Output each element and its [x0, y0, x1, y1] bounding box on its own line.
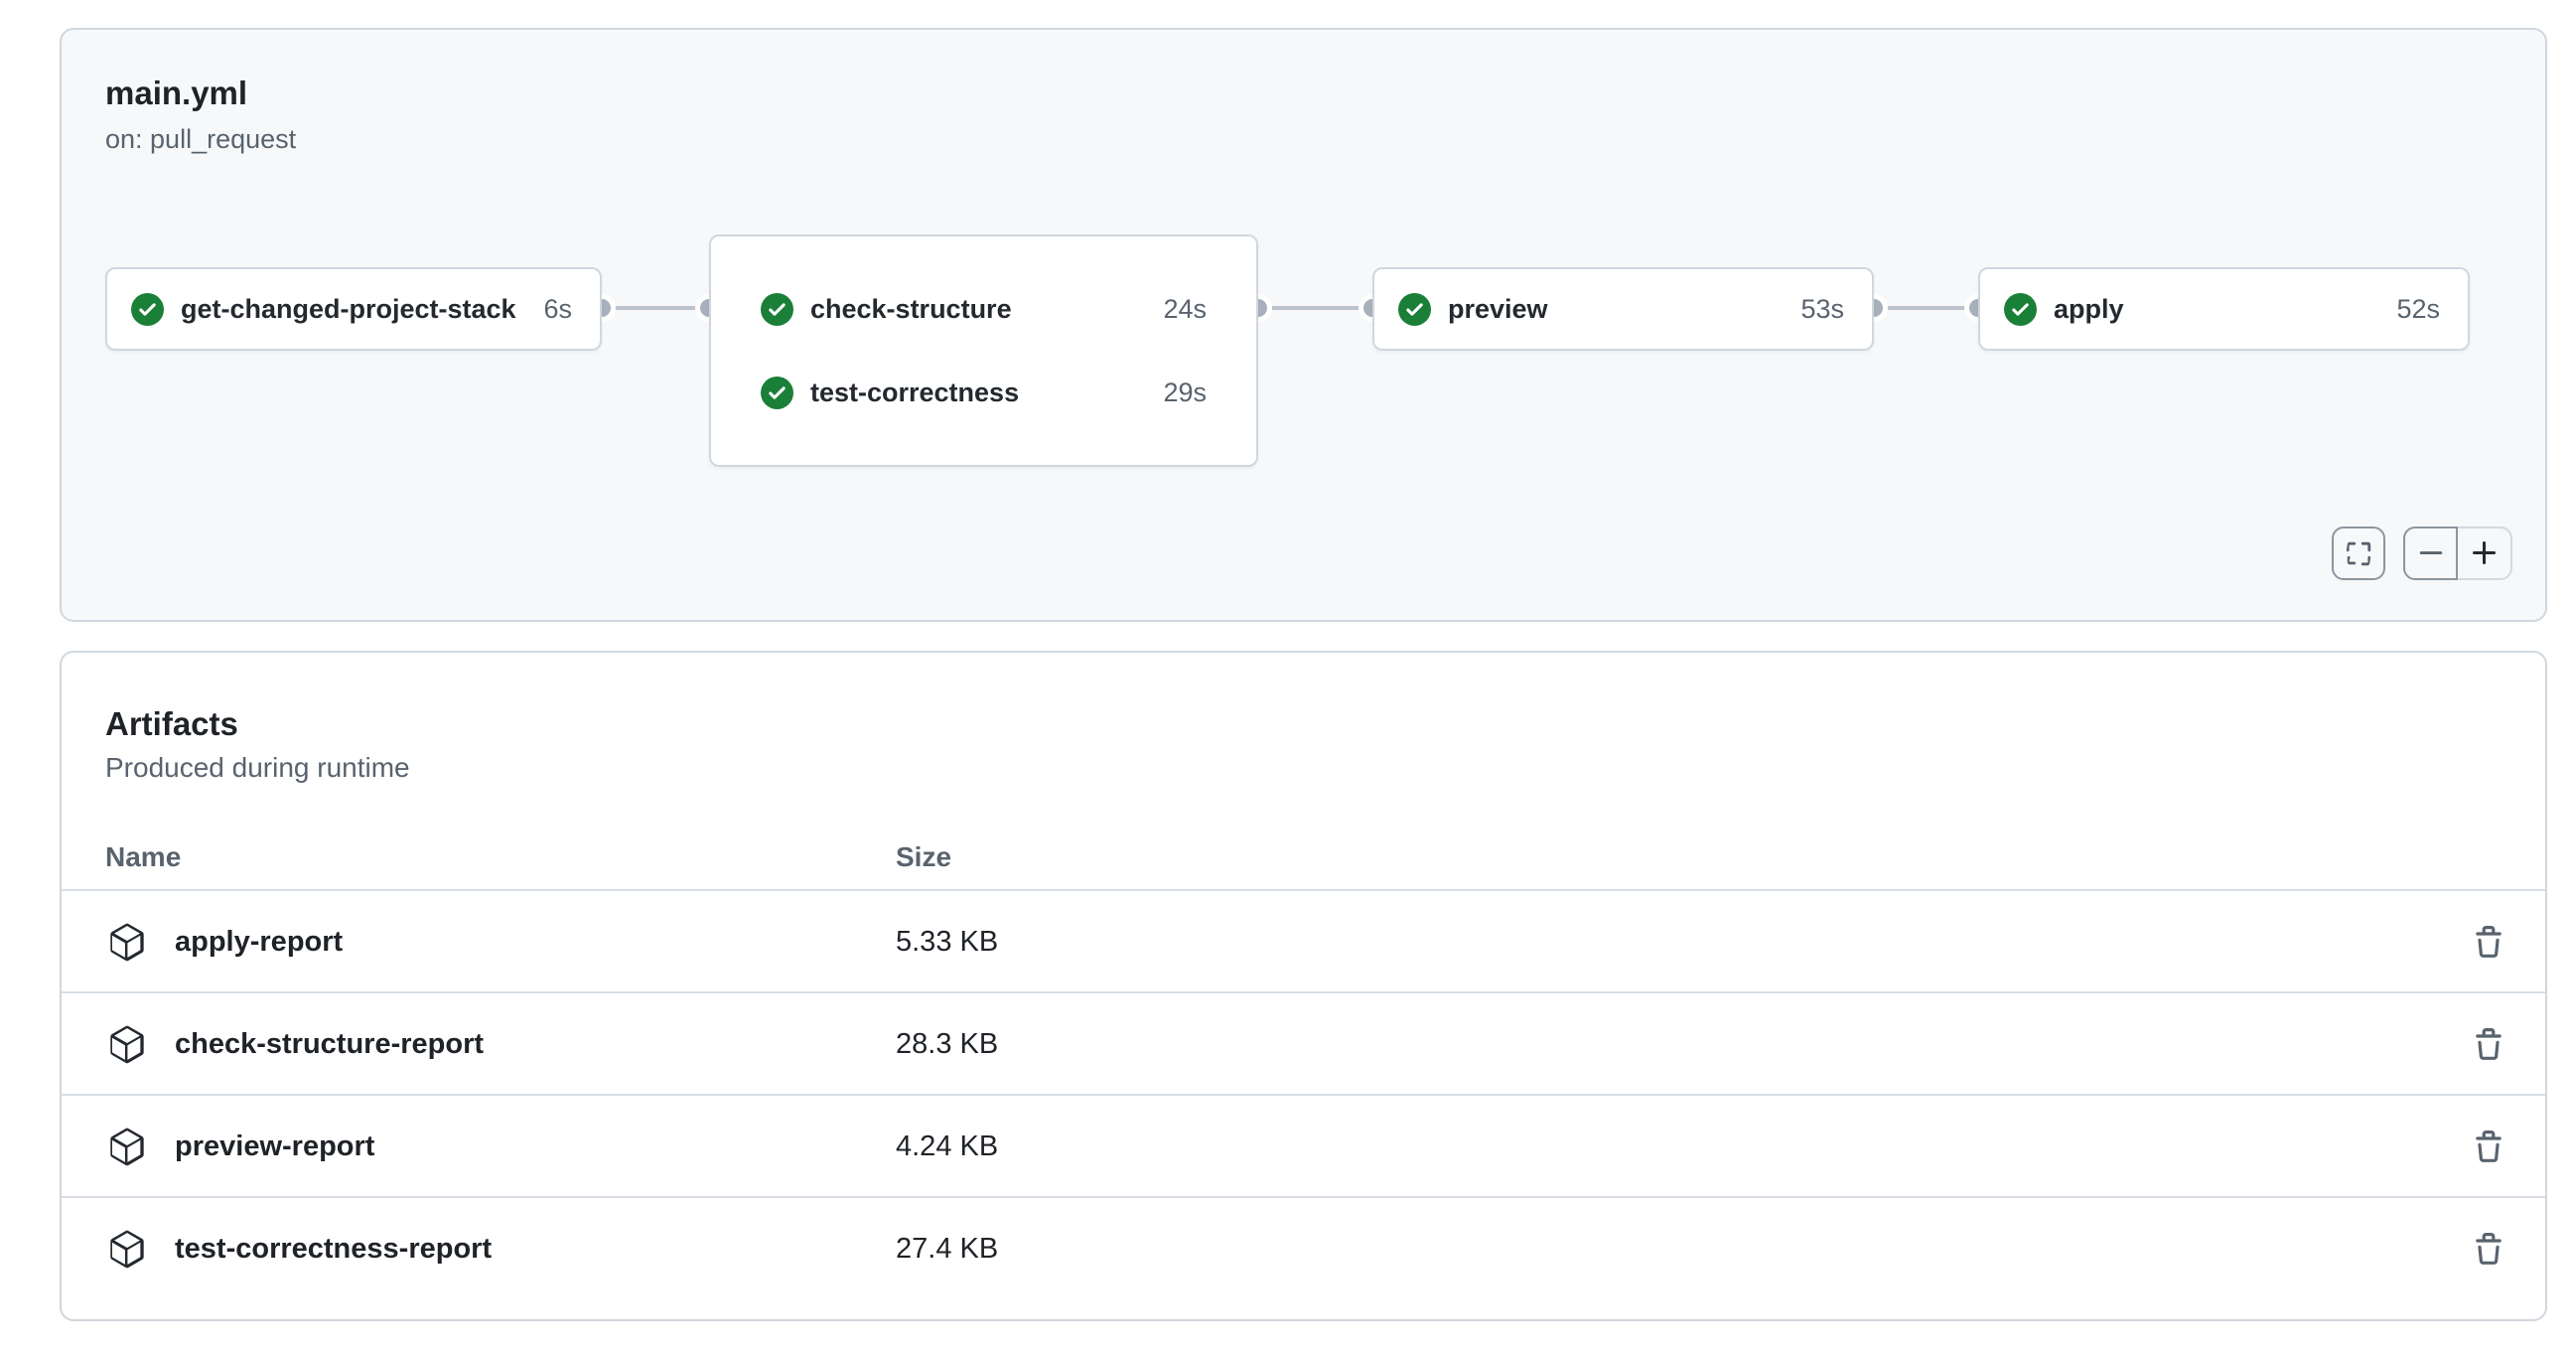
artifact-download-link[interactable]: apply-report — [107, 891, 343, 993]
trash-icon — [2472, 1130, 2505, 1164]
artifacts-subtitle: Produced during runtime — [105, 752, 410, 783]
job-name: preview — [1448, 293, 1548, 324]
artifact-row: test-correctness-report 27.4 KB — [62, 1198, 2545, 1300]
artifact-size: 27.4 KB — [896, 1233, 999, 1265]
artifact-download-link[interactable]: check-structure-report — [107, 993, 484, 1096]
artifact-size: 28.3 KB — [896, 1028, 999, 1060]
artifact-name: test-correctness-report — [175, 1233, 493, 1265]
job-duration: 53s — [1800, 293, 1844, 324]
workflow-trigger: on: pull_request — [105, 124, 297, 154]
graph-edge — [602, 306, 711, 310]
success-check-icon — [761, 293, 793, 326]
artifact-name: preview-report — [175, 1130, 375, 1162]
job-node-test-correctness[interactable]: test-correctness 29s — [711, 351, 1256, 434]
delete-artifact-button[interactable] — [2472, 1028, 2505, 1062]
success-check-icon — [131, 293, 164, 326]
artifact-name: check-structure-report — [175, 1028, 485, 1060]
plus-icon — [2469, 537, 2501, 569]
package-icon — [107, 923, 147, 963]
artifacts-card: Artifacts Produced during runtime Name S… — [60, 651, 2547, 1321]
column-header-name: Name — [105, 841, 182, 872]
artifact-row: check-structure-report 28.3 KB — [62, 993, 2545, 1096]
trash-icon — [2472, 1233, 2505, 1267]
artifact-size: 4.24 KB — [896, 1130, 999, 1162]
workflow-file-title: main.yml — [105, 75, 248, 111]
job-duration: 6s — [543, 293, 572, 324]
zoom-out-button[interactable] — [2403, 527, 2458, 580]
graph-edge — [1874, 306, 1980, 310]
column-header-size: Size — [896, 841, 952, 872]
delete-artifact-button[interactable] — [2472, 1233, 2505, 1267]
graph-edge — [1258, 306, 1374, 310]
job-node-preview[interactable]: preview 53s — [1372, 267, 1874, 351]
success-check-icon — [1398, 293, 1431, 326]
artifacts-table-body: apply-report 5.33 KB check-struct — [62, 891, 2545, 1300]
job-name: get-changed-project-stack — [181, 293, 516, 324]
job-name: apply — [2054, 293, 2124, 324]
success-check-icon — [2004, 293, 2037, 326]
job-duration: 52s — [2396, 293, 2440, 324]
screen-full-icon — [2344, 538, 2373, 568]
artifact-row: apply-report 5.33 KB — [62, 891, 2545, 993]
dash-icon — [2416, 538, 2446, 568]
package-icon — [107, 1025, 147, 1065]
job-node-get-changed-project-stack[interactable]: get-changed-project-stack 6s — [105, 267, 602, 351]
zoom-control-group — [2403, 527, 2512, 580]
trash-icon — [2472, 1028, 2505, 1062]
trash-icon — [2472, 926, 2505, 960]
artifact-download-link[interactable]: test-correctness-report — [107, 1198, 492, 1300]
artifacts-table-header: Name Size — [62, 824, 2545, 891]
fullscreen-button[interactable] — [2332, 527, 2385, 580]
job-group-checks: check-structure 24s test-correctness 29s — [709, 234, 1258, 467]
job-duration: 29s — [1163, 376, 1207, 407]
artifact-name: apply-report — [175, 926, 344, 958]
job-name: test-correctness — [810, 376, 1020, 407]
artifact-size: 5.33 KB — [896, 926, 999, 958]
artifact-download-link[interactable]: preview-report — [107, 1096, 374, 1198]
success-check-icon — [761, 376, 793, 409]
zoom-in-button[interactable] — [2458, 527, 2512, 580]
delete-artifact-button[interactable] — [2472, 926, 2505, 960]
package-icon — [107, 1128, 147, 1167]
workflow-graph-card: main.yml on: pull_request get-changed-pr… — [60, 28, 2547, 622]
delete-artifact-button[interactable] — [2472, 1130, 2505, 1164]
job-duration: 24s — [1163, 293, 1207, 324]
job-node-check-structure[interactable]: check-structure 24s — [711, 267, 1256, 351]
job-node-apply[interactable]: apply 52s — [1978, 267, 2470, 351]
package-icon — [107, 1230, 147, 1270]
artifact-row: preview-report 4.24 KB — [62, 1096, 2545, 1198]
artifacts-title: Artifacts — [105, 705, 238, 742]
job-name: check-structure — [810, 293, 1012, 324]
